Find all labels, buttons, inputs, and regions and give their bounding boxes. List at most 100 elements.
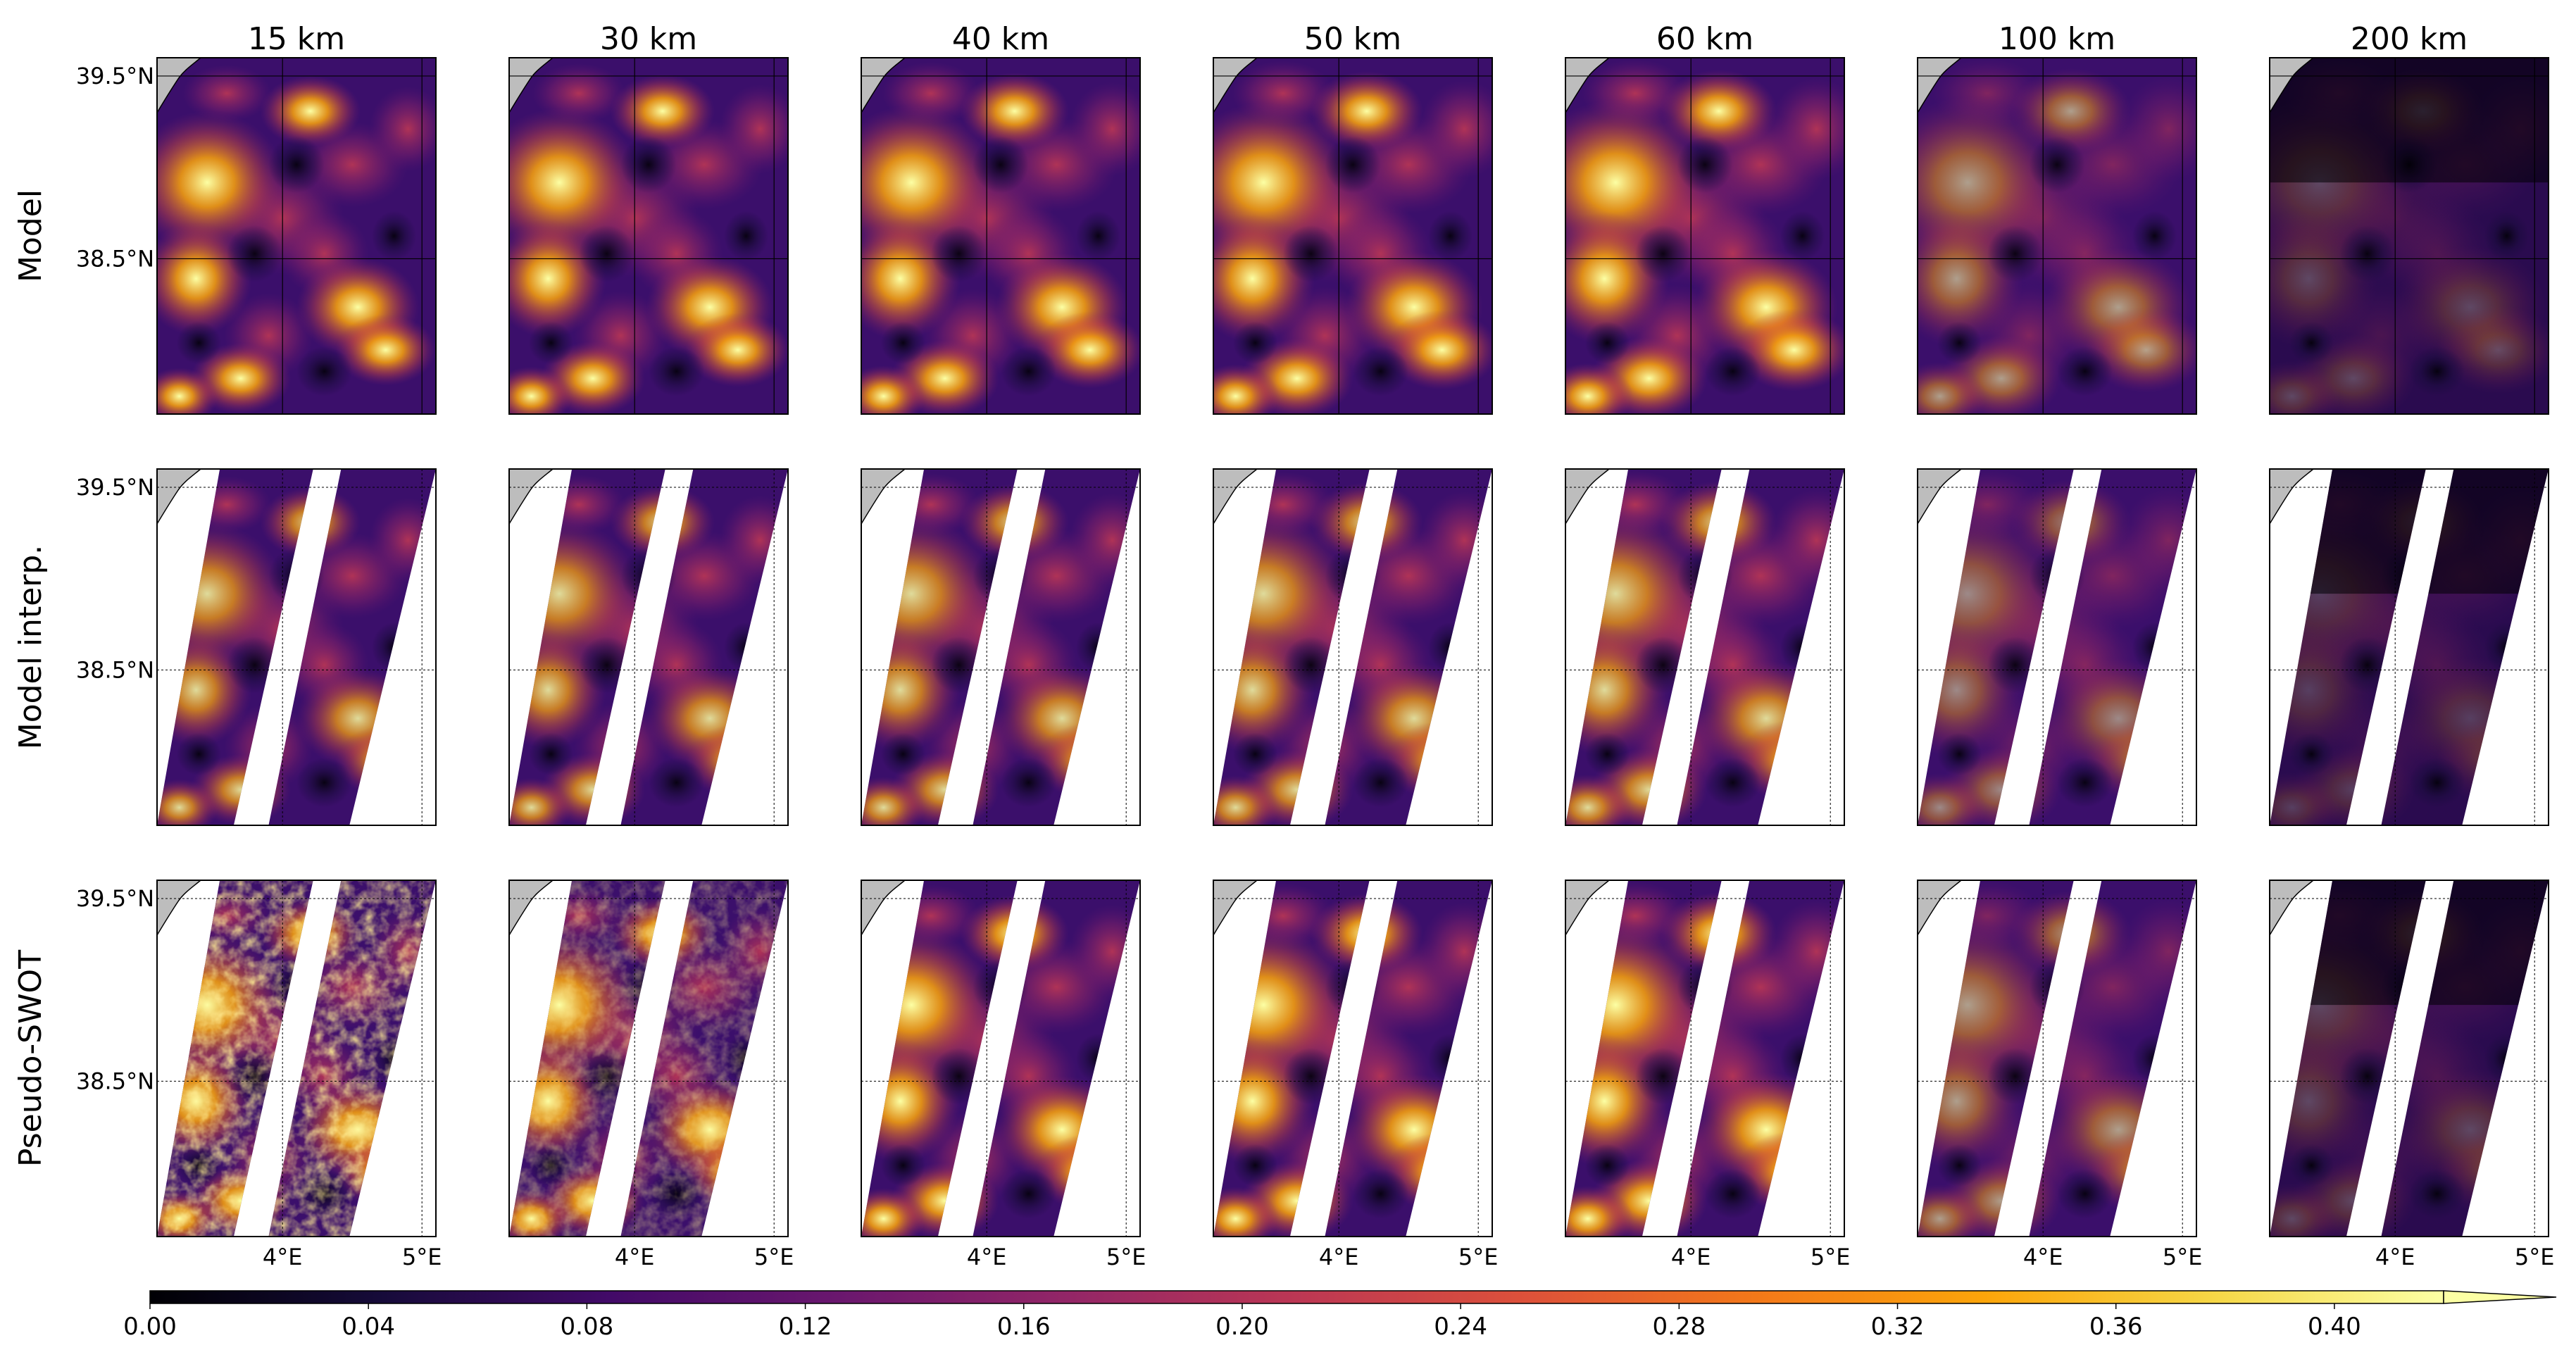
panel-frame: [1213, 880, 1493, 1237]
dark-cell: [620, 547, 677, 605]
land-coastline: [861, 57, 907, 115]
dark-cell: [2029, 958, 2085, 1016]
hot-cell: [157, 111, 286, 254]
field-map: [861, 880, 1140, 1237]
dark-cell: [1075, 622, 1121, 672]
hot-cell: [2270, 361, 2341, 414]
panel-frame: [1917, 468, 2197, 826]
hot-cell: [509, 366, 573, 414]
dark-cell: [1283, 225, 1339, 282]
dark-cell: [176, 732, 222, 776]
panel-frame: [1213, 57, 1493, 415]
dark-cell: [1705, 1168, 1761, 1219]
colorbar-tick-label: 0.28: [1652, 1313, 1706, 1341]
dark-cell: [2057, 1168, 2113, 1219]
field-map: [157, 469, 436, 825]
dark-cell: [1325, 958, 1381, 1016]
row-label: Model interp.: [13, 545, 49, 750]
hot-cell: [2011, 891, 2132, 977]
dark-cell: [1677, 136, 1733, 194]
land-coastline: [1213, 880, 1259, 937]
dark-cell: [2409, 1168, 2465, 1219]
noise-texture: [157, 880, 436, 1237]
field-map: [2270, 58, 2549, 414]
hot-cell: [260, 75, 361, 147]
dark-cell: [268, 136, 325, 194]
colorbar-tick-label: 0.32: [1871, 1313, 1925, 1341]
hot-cell: [1565, 363, 1633, 414]
dark-cell: [1635, 636, 1692, 694]
mid-cell: [1769, 900, 1844, 1003]
land-coastline: [156, 57, 203, 115]
dark-cell: [723, 622, 769, 672]
hot-cell: [1213, 775, 1280, 825]
colorbar-tick-label: 0.12: [779, 1313, 832, 1341]
lat-tick-label: 38.5°N: [76, 245, 154, 272]
mid-cell: [368, 86, 436, 172]
dark-cell: [1987, 636, 2044, 694]
column-titles: 15 km 30 km 40 km 50 km 60 km 100 km 200 km: [248, 21, 2468, 57]
panel-frame: [1565, 468, 1845, 826]
lon-tick-label: 4°E: [1319, 1244, 1359, 1270]
dark-cell: [620, 136, 677, 194]
panel-r0-c1: [508, 57, 789, 415]
dark-cell: [176, 321, 222, 365]
land-coastline: [1565, 57, 1611, 115]
land-coastline: [1917, 880, 1963, 937]
panel-frame: [2269, 880, 2549, 1237]
panel-frame: [861, 57, 1141, 415]
hot-cell: [1918, 1184, 1987, 1237]
dark-cell: [1427, 211, 1473, 261]
panel-r1-c4: [1565, 468, 1845, 826]
dark-cell: [973, 136, 1029, 194]
dark-cell: [2484, 622, 2530, 672]
field-map: [1213, 469, 1492, 825]
hot-cell: [960, 73, 1069, 150]
noise-texture: [509, 880, 788, 1237]
dark-cell: [2289, 1144, 2334, 1187]
field-map: [1565, 469, 1844, 825]
dark-cell: [1232, 321, 1278, 365]
panel-r2-c3: 4°E 5°E: [1213, 880, 1498, 1270]
panel-r1-c0: 39.5°N 38.5°N: [76, 468, 437, 826]
mid-cell: [719, 495, 788, 585]
dark-cell: [1780, 622, 1825, 672]
dark-cell: [931, 1047, 987, 1105]
colorbar-tick-label: 0.00: [123, 1313, 177, 1341]
field-map: [509, 880, 788, 1237]
dark-cell: [579, 636, 635, 694]
land-coastline: [2269, 468, 2315, 526]
dark-cell: [2132, 622, 2177, 672]
dark-cell: [2057, 757, 2113, 808]
land-coastline: [1917, 57, 1963, 115]
panel-frame: [156, 880, 437, 1237]
dark-cell: [931, 225, 987, 282]
dark-cell: [2132, 211, 2177, 261]
dark-cell: [2339, 636, 2396, 694]
mid-cell: [182, 476, 272, 534]
panel-frame: [861, 880, 1141, 1237]
mid-cell: [2120, 898, 2196, 1006]
dark-cell: [528, 732, 574, 776]
land-coastline: [1213, 57, 1259, 115]
panel-frame: [1917, 880, 2197, 1237]
dark-cell: [2029, 136, 2085, 194]
dark-cell: [1075, 1033, 1121, 1084]
land-coastline: [156, 880, 203, 937]
dark-cell: [1987, 225, 2044, 282]
land-coastline: [1213, 468, 1259, 526]
dark-cell: [1705, 346, 1761, 396]
hot-cell: [1213, 1187, 1280, 1237]
land-coastline: [861, 880, 907, 937]
lon-tick-label: 4°E: [1671, 1244, 1711, 1270]
dark-cell: [2029, 547, 2085, 605]
panel-r1-c5: [1917, 468, 2197, 826]
dark-cell: [880, 732, 926, 776]
dark-cell: [296, 346, 353, 396]
field-map: [509, 469, 788, 825]
dark-cell: [227, 636, 283, 694]
hot-cell: [861, 776, 926, 825]
dark-cell: [2132, 1033, 2177, 1084]
dark-cell: [1325, 547, 1381, 605]
dark-cell: [2289, 321, 2334, 365]
